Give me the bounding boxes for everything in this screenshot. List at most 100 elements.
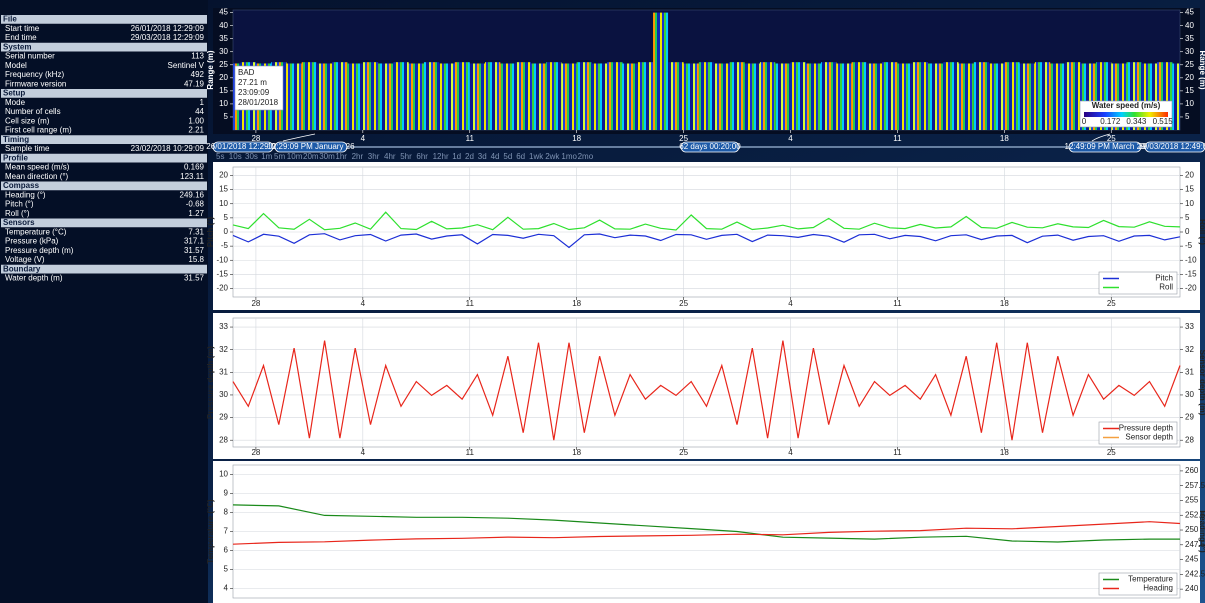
field-value: 113	[191, 52, 204, 61]
zoom-scale[interactable]: 3hr	[368, 152, 380, 161]
y2-tick-label: 257.5	[1185, 481, 1205, 490]
range-column	[882, 62, 898, 130]
y-tick-label: 10	[219, 99, 228, 108]
y-tick-label: -5	[221, 241, 229, 250]
y-tick-label: 6	[224, 546, 229, 555]
field-label: Model	[5, 61, 27, 70]
zoom-scale[interactable]: 5s	[216, 152, 224, 161]
field-value: 1.27	[188, 209, 204, 218]
y2-tick-label: 32	[1185, 345, 1194, 354]
range-column	[821, 62, 837, 130]
field-label: Sample time	[5, 144, 50, 153]
zoom-scale[interactable]: 4d	[491, 152, 500, 161]
x-tick-label: 28	[251, 134, 260, 143]
legend-label: Sensor depth	[1125, 433, 1173, 442]
range-column	[530, 63, 547, 131]
zoom-scale[interactable]: 1wk	[529, 152, 544, 161]
zoom-scale[interactable]: 2wk	[545, 152, 560, 161]
y2-tick-label: 10	[1185, 199, 1194, 208]
range-column	[408, 63, 424, 131]
y-tick-label: 5	[224, 213, 229, 222]
x-tick-label: 4	[361, 134, 366, 143]
range-column	[927, 63, 944, 131]
zoom-scale[interactable]: 2hr	[352, 152, 364, 161]
y2-tick-label: 255	[1185, 496, 1199, 505]
y2-tick-label: 45	[1185, 8, 1194, 17]
x-tick-label: 25	[1107, 448, 1116, 457]
range-column	[683, 63, 699, 131]
y-tick-label: 7	[224, 527, 229, 536]
zoom-scale[interactable]: 6hr	[416, 152, 428, 161]
range-column	[668, 62, 684, 130]
colorbar	[1084, 112, 1168, 117]
range-column	[469, 63, 486, 131]
field-value: 29/03/2018 12:29:09	[131, 33, 205, 42]
y2-tick-label: 20	[1185, 73, 1194, 82]
y2-tick-label: 247.5	[1185, 540, 1205, 549]
zoom-scale[interactable]: 12hr	[433, 152, 449, 161]
y-tick-label: 40	[219, 21, 228, 30]
range-column	[790, 62, 806, 130]
y2-tick-label: 5	[1185, 213, 1190, 222]
zoom-scale[interactable]: 20m	[303, 152, 319, 161]
section-header	[1, 15, 207, 24]
zoom-scale[interactable]: 1d	[452, 152, 461, 161]
legend-label: Pressure depth	[1119, 424, 1173, 433]
range-column	[561, 63, 577, 131]
range-column	[1034, 62, 1051, 130]
y2-tick-label: -10	[1185, 255, 1197, 264]
zoom-scale[interactable]: 1m	[261, 152, 272, 161]
x-tick-label: 11	[466, 299, 475, 308]
colorbar-tick-label: 0.343	[1126, 117, 1147, 126]
y-tick-label: 30	[219, 47, 228, 56]
y2-tick-label: 10	[1185, 99, 1194, 108]
y-axis-label: Pressure depth (m)	[206, 346, 215, 419]
range-column	[393, 62, 409, 130]
section-title: Timing	[3, 135, 29, 144]
zoom-scale[interactable]: 5hr	[400, 152, 412, 161]
range-column	[775, 63, 791, 131]
zoom-scale[interactable]: 5d	[503, 152, 512, 161]
zoom-scale[interactable]: 1hr	[335, 152, 347, 161]
zoom-scale[interactable]: 3d	[478, 152, 487, 161]
y-tick-label: 25	[219, 60, 228, 69]
range-column	[286, 63, 302, 131]
x-tick-label: 11	[466, 448, 475, 457]
field-label: Start time	[5, 24, 40, 33]
section-header	[1, 218, 207, 228]
field-label: Temperature (°C)	[5, 227, 67, 236]
field-label: Mean speed (m/s)	[5, 163, 70, 172]
zoom-scale[interactable]: 30m	[319, 152, 335, 161]
zoom-scale[interactable]: 2mo	[578, 152, 594, 161]
zoom-scale[interactable]: 1mo	[561, 152, 577, 161]
range-column	[546, 62, 562, 130]
range-column	[729, 62, 745, 130]
field-value: Sentinel V	[168, 61, 205, 70]
x-tick-label: 25	[679, 448, 688, 457]
field-label: Cell size (m)	[5, 116, 50, 125]
zoom-scale[interactable]: 5m	[274, 152, 285, 161]
legend	[1098, 271, 1178, 295]
field-value: 2.21	[188, 126, 204, 135]
section-title: Profile	[3, 153, 28, 162]
range-column	[1065, 62, 1081, 130]
zoom-scale[interactable]: 30s	[245, 152, 258, 161]
x-tick-label: 4	[788, 299, 793, 308]
range-column	[637, 62, 654, 130]
zoom-scale[interactable]: 10m	[287, 152, 303, 161]
tooltip	[234, 65, 284, 111]
zoom-scale[interactable]: 6d	[516, 152, 525, 161]
legend	[1098, 421, 1178, 445]
y2-axis-label: Heading (°)	[1198, 510, 1205, 553]
zoom-scale[interactable]: 10s	[229, 152, 242, 161]
field-value: 7.31	[188, 227, 204, 236]
field-value: 31.57	[184, 246, 205, 255]
y2-tick-label: -5	[1185, 241, 1193, 250]
zoom-scale[interactable]: 4hr	[384, 152, 396, 161]
field-value: 44	[195, 107, 204, 116]
y2-tick-label: 40	[1185, 21, 1194, 30]
zoom-scale[interactable]: 2d	[465, 152, 474, 161]
field-label: First cell range (m)	[5, 126, 72, 135]
range-column	[576, 62, 592, 130]
